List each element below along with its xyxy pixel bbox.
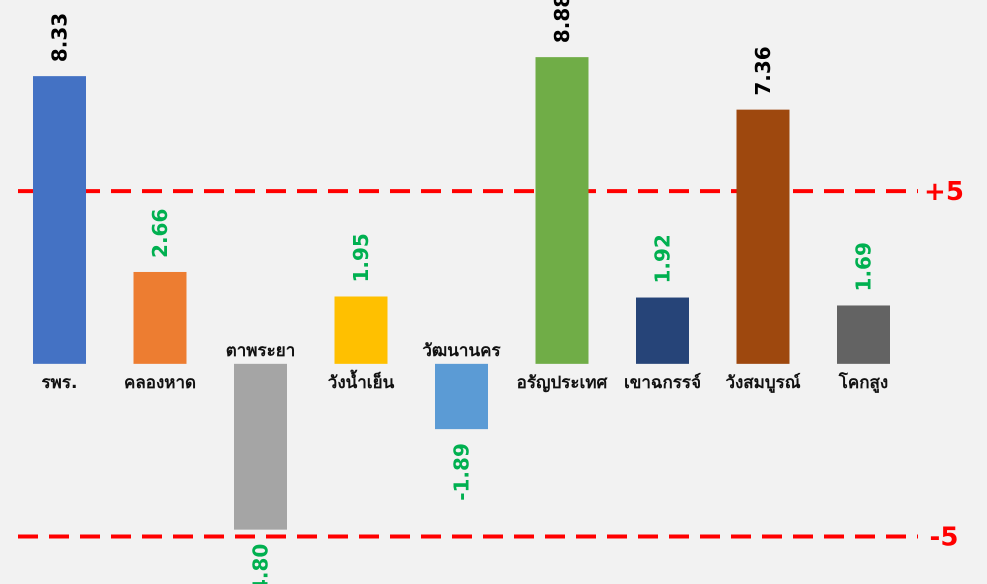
bar bbox=[736, 109, 790, 364]
value-label: 1.92 bbox=[651, 234, 675, 283]
category-label: คลองหาด bbox=[124, 373, 196, 393]
value-label: 2.66 bbox=[148, 209, 172, 258]
value-label: 8.88 bbox=[550, 0, 574, 43]
value-labels: 8.33 2.66 -4.80 1.95 -1.89 8.88 1.92 7.36 1.69 bbox=[48, 0, 876, 584]
bar bbox=[234, 363, 287, 530]
value-label: -4.80 bbox=[249, 544, 273, 584]
category-label: วังน้ำเย็น bbox=[328, 369, 395, 393]
category-label: โคกสูง bbox=[838, 372, 888, 394]
bar bbox=[435, 363, 488, 430]
value-label: 1.69 bbox=[852, 242, 876, 291]
category-label: เขาฉกรรจ์ bbox=[624, 372, 701, 393]
bars-group bbox=[33, 57, 890, 530]
reference-line-label: -5 bbox=[930, 523, 959, 553]
value-label: -1.89 bbox=[450, 443, 474, 501]
bar bbox=[334, 296, 388, 364]
category-label: อรัญประเทศ bbox=[517, 373, 609, 393]
bar bbox=[133, 271, 187, 364]
value-label: 7.36 bbox=[751, 46, 775, 95]
bar bbox=[636, 297, 689, 364]
category-label: วัฒนานคร bbox=[422, 341, 501, 361]
bar bbox=[535, 57, 589, 364]
category-label: วังสมบูรณ์ bbox=[725, 372, 800, 394]
value-label: 1.95 bbox=[349, 233, 373, 282]
bar bbox=[837, 305, 890, 364]
reference-line-label: +5 bbox=[924, 177, 964, 207]
bar bbox=[33, 76, 86, 364]
category-label: รพร. bbox=[42, 373, 78, 393]
category-label: ตาพระยา bbox=[226, 341, 296, 361]
value-label: 8.33 bbox=[48, 13, 72, 62]
